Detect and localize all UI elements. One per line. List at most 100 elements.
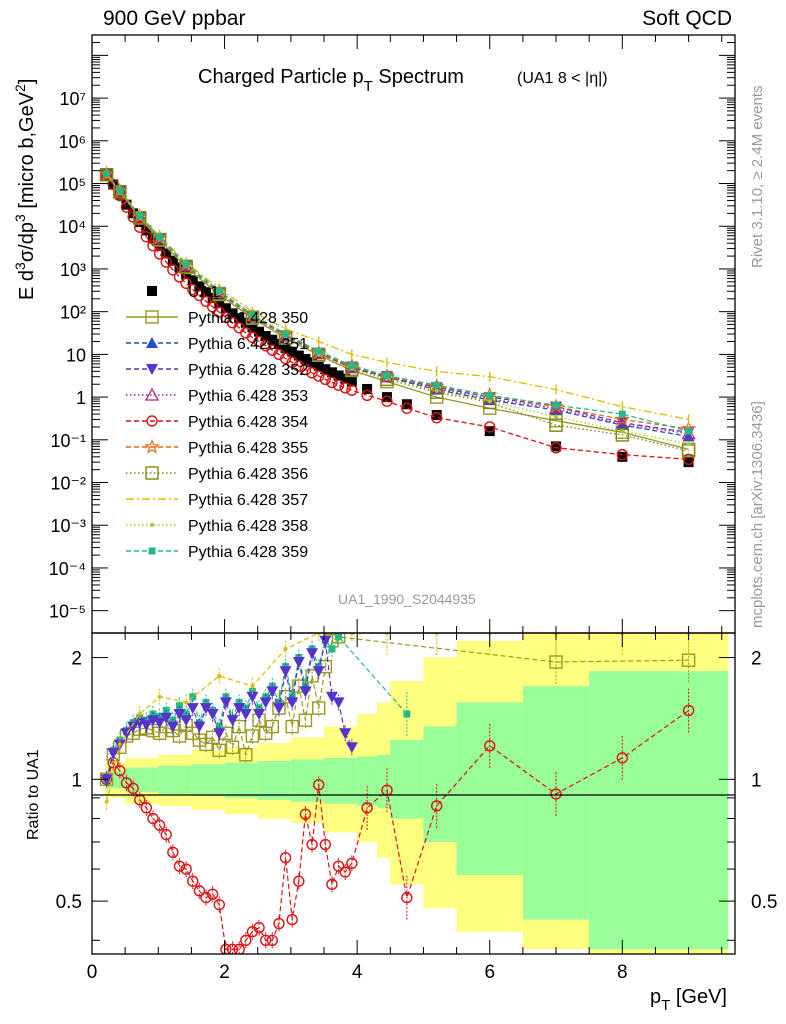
data-point	[279, 352, 292, 365]
ratio-point	[127, 721, 140, 733]
legend-entry: Pythia 6.428 354	[126, 414, 308, 431]
data-point	[487, 399, 492, 404]
data-point	[320, 364, 331, 375]
ratio-point	[186, 703, 199, 715]
data-point	[319, 373, 332, 386]
ratio-point	[345, 742, 358, 754]
legend-marker	[145, 310, 159, 324]
legend-marker	[148, 547, 156, 555]
y-tick-label: 10²	[60, 303, 86, 323]
data-point	[313, 370, 325, 382]
ratio-point	[173, 709, 186, 721]
ratio-point	[193, 885, 206, 897]
data-point	[103, 170, 111, 178]
legend-marker	[145, 466, 159, 480]
ratio-point	[206, 709, 219, 721]
ratio-point	[180, 863, 192, 875]
ratio-inner-band-bin	[158, 765, 192, 794]
ratio-point	[153, 717, 166, 729]
ratio-point	[206, 888, 219, 900]
data-point	[685, 427, 693, 435]
data-point	[156, 233, 164, 241]
ratio-point	[233, 703, 246, 715]
ratio-point	[431, 800, 443, 812]
ratio-point	[245, 729, 260, 743]
ratio-point	[213, 898, 225, 911]
data-point	[313, 360, 324, 371]
process-label: Soft QCD	[642, 7, 732, 30]
ratio-point	[187, 875, 199, 887]
ratio-point	[682, 704, 695, 717]
ratio-point	[273, 917, 285, 930]
data-point	[200, 295, 212, 307]
ratio-point	[200, 891, 212, 904]
ratio-point	[200, 703, 213, 715]
ratio-point	[253, 709, 266, 721]
ratio-point	[193, 721, 206, 733]
ratio-point	[484, 740, 496, 752]
ratio-point	[160, 712, 173, 724]
data-point	[116, 187, 124, 195]
ratio-point	[253, 921, 265, 934]
ratio-point	[335, 633, 343, 641]
data-point	[339, 382, 351, 394]
x-axis-label: pT [GeV]	[650, 986, 727, 1014]
ratio-point	[285, 719, 299, 734]
ratio-point	[268, 682, 276, 690]
ratio-point	[279, 666, 292, 678]
ratio-point	[328, 645, 336, 653]
legend-marker	[144, 387, 160, 401]
data-point	[484, 421, 496, 433]
ratio-point	[272, 703, 285, 715]
ratio-point	[232, 719, 246, 734]
data-point	[136, 212, 144, 220]
legend-entry: Pythia 6.428 355	[126, 438, 308, 457]
ratio-y-tick-label-right: 0.5	[751, 892, 777, 913]
ratio-point	[255, 704, 263, 712]
ratio-point	[319, 635, 332, 647]
ratio-point	[173, 860, 186, 872]
legend-entry: UA1	[147, 284, 219, 301]
ratio-point	[222, 693, 230, 701]
data-point	[617, 451, 628, 462]
data-point	[616, 448, 629, 461]
y-tick-label: 10⁷	[59, 89, 86, 109]
ratio-line	[106, 636, 689, 780]
ratio-point	[107, 748, 120, 760]
ratio-series-pythia-6-428-352	[100, 633, 358, 788]
ratio-point	[313, 778, 325, 791]
data-point	[381, 392, 392, 403]
data-point	[433, 381, 441, 389]
ratio-point	[361, 802, 373, 814]
x-tick-label: 0	[87, 962, 98, 983]
ratio-point	[167, 846, 179, 859]
ratio-point	[180, 715, 193, 727]
ratio-y-tick-label-right: 1	[751, 770, 762, 791]
ratio-point	[262, 693, 270, 701]
ratio-point	[286, 697, 299, 709]
ratio-point	[283, 646, 288, 651]
data-point	[220, 303, 231, 314]
ratio-point	[259, 697, 272, 709]
ratio-point	[346, 857, 358, 870]
ratio-point	[239, 748, 253, 762]
ratio-inner-band-bin	[589, 671, 729, 950]
ratio-point	[120, 728, 133, 740]
data-point	[153, 248, 166, 260]
data-point	[554, 414, 559, 419]
ratio-point	[226, 943, 239, 954]
legend-label: Pythia 6.428 352	[188, 362, 308, 379]
y-tick-label: 10³	[60, 260, 86, 280]
ratio-point	[166, 721, 179, 733]
data-point	[180, 277, 192, 290]
data-point	[615, 428, 630, 442]
ratio-point	[325, 691, 338, 703]
data-point	[618, 410, 626, 418]
ratio-point	[217, 674, 222, 679]
x-tick-label: 2	[219, 962, 230, 983]
data-point	[306, 367, 318, 379]
legend-entry: Pythia 6.428 358	[126, 518, 308, 535]
legend-entry: Pythia 6.428 350	[126, 310, 308, 327]
y-tick-label: 10⁶	[59, 132, 86, 152]
data-point	[254, 326, 265, 337]
